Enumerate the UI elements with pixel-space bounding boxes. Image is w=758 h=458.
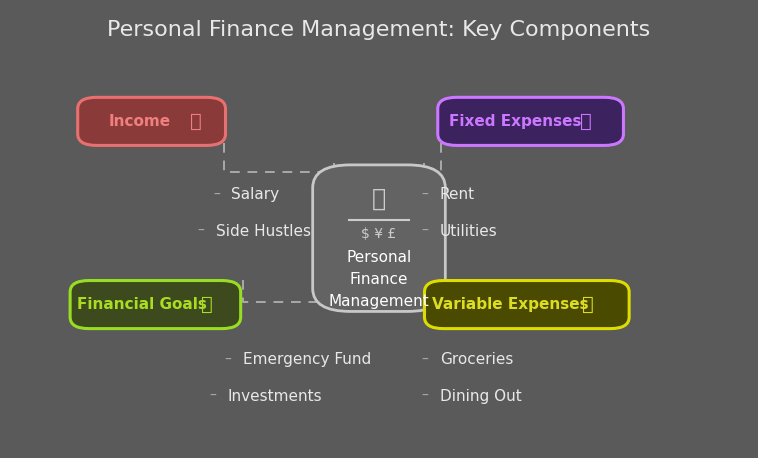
Text: Fixed Expenses: Fixed Expenses bbox=[449, 114, 582, 129]
Text: Personal Finance Management: Key Components: Personal Finance Management: Key Compone… bbox=[108, 20, 650, 40]
Text: 👥: 👥 bbox=[190, 112, 202, 131]
FancyBboxPatch shape bbox=[312, 165, 445, 311]
Text: Emergency Fund: Emergency Fund bbox=[243, 352, 371, 367]
Text: –: – bbox=[209, 389, 216, 403]
Text: –: – bbox=[213, 188, 220, 202]
Text: 🎯: 🎯 bbox=[201, 295, 212, 314]
Text: 👤: 👤 bbox=[372, 187, 386, 211]
FancyBboxPatch shape bbox=[437, 98, 623, 146]
Text: 📊: 📊 bbox=[581, 112, 592, 131]
Text: Income: Income bbox=[108, 114, 171, 129]
Text: –: – bbox=[421, 188, 428, 202]
Text: Salary: Salary bbox=[231, 187, 279, 202]
FancyBboxPatch shape bbox=[424, 280, 629, 329]
Text: Variable Expenses: Variable Expenses bbox=[432, 297, 589, 312]
Text: Financial Goals: Financial Goals bbox=[77, 297, 207, 312]
Text: –: – bbox=[198, 224, 205, 238]
Text: –: – bbox=[224, 353, 231, 366]
Text: Side Hustles: Side Hustles bbox=[216, 224, 311, 239]
Text: Utilities: Utilities bbox=[440, 224, 497, 239]
Text: –: – bbox=[421, 224, 428, 238]
FancyBboxPatch shape bbox=[78, 98, 226, 146]
Text: Groceries: Groceries bbox=[440, 352, 513, 367]
Text: –: – bbox=[421, 353, 428, 366]
Text: $ ¥ £: $ ¥ £ bbox=[362, 227, 396, 240]
Text: Dining Out: Dining Out bbox=[440, 389, 522, 403]
Text: ⌚: ⌚ bbox=[582, 295, 594, 314]
Text: Rent: Rent bbox=[440, 187, 475, 202]
Text: –: – bbox=[421, 389, 428, 403]
Text: Investments: Investments bbox=[227, 389, 322, 403]
FancyBboxPatch shape bbox=[70, 280, 241, 329]
Text: Personal
Finance
Management: Personal Finance Management bbox=[329, 250, 429, 309]
